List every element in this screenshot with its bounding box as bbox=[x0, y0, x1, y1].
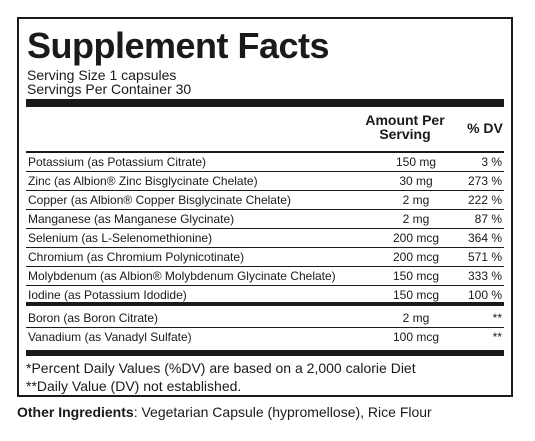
table-row: Potassium (as Potassium Citrate) 150 mg … bbox=[26, 153, 504, 172]
divider-medium bbox=[26, 302, 504, 306]
table-row: Chromium (as Chromium Polynicotinate) 20… bbox=[26, 248, 504, 267]
nutrient-dv: 222 % bbox=[467, 193, 502, 207]
nutrient-name: Copper (as Albion® Copper Bisglycinate C… bbox=[28, 193, 291, 207]
table-row: Molybdenum (as Albion® Molybdenum Glycin… bbox=[26, 267, 504, 286]
nutrient-amount: 200 mcg bbox=[392, 231, 440, 245]
nutrient-name: Selenium (as L-Selenomethionine) bbox=[28, 231, 213, 245]
nutrient-dv: 364 % bbox=[467, 231, 502, 245]
nutrient-name: Iodine (as Potassium Idodide) bbox=[28, 288, 187, 302]
nutrient-amount: 30 mg bbox=[399, 174, 433, 188]
footnote-percent-dv: *Percent Daily Values (%DV) are based on… bbox=[26, 360, 416, 376]
nutrient-amount: 2 mg bbox=[402, 212, 430, 226]
nutrient-amount: 100 mcg bbox=[392, 330, 440, 344]
supplement-facts-panel: Supplement Facts Serving Size 1 capsules… bbox=[17, 17, 513, 397]
footnote-dv-not-established: **Daily Value (DV) not established. bbox=[26, 378, 242, 394]
nutrient-dv: 571 % bbox=[467, 250, 502, 264]
nutrient-dv: 100 % bbox=[467, 288, 502, 302]
nutrient-dv: ** bbox=[492, 311, 502, 325]
nutrient-name: Boron (as Boron Citrate) bbox=[28, 311, 159, 325]
nutrient-amount: 2 mg bbox=[402, 311, 430, 325]
divider-thick-bottom bbox=[26, 350, 504, 356]
nutrient-name: Manganese (as Manganese Glycinate) bbox=[28, 212, 235, 226]
nutrient-dv: ** bbox=[492, 330, 502, 344]
table-row: Zinc (as Albion® Zinc Bisglycinate Chela… bbox=[26, 172, 504, 191]
nutrient-amount: 200 mcg bbox=[392, 250, 440, 264]
nutrient-amount: 2 mg bbox=[402, 193, 430, 207]
nutrient-name: Molybdenum (as Albion® Molybdenum Glycin… bbox=[28, 269, 336, 283]
nutrient-name: Potassium (as Potassium Citrate) bbox=[28, 155, 207, 169]
nutrient-name: Chromium (as Chromium Polynicotinate) bbox=[28, 250, 245, 264]
divider-thick bbox=[26, 99, 504, 107]
amount-per-serving-header: Amount Per Serving bbox=[359, 113, 451, 141]
other-ingredients-label: Other Ingredients bbox=[17, 404, 134, 420]
nutrient-dv: 333 % bbox=[467, 269, 502, 283]
nutrient-dv: 87 % bbox=[474, 212, 502, 226]
amount-header-line2: Serving bbox=[379, 126, 431, 142]
nutrient-amount: 150 mcg bbox=[392, 269, 440, 283]
other-ingredients: Other Ingredients: Vegetarian Capsule (h… bbox=[17, 404, 432, 421]
serving-size: Serving Size 1 capsules bbox=[27, 67, 177, 83]
servings-per-container: Servings Per Container 30 bbox=[27, 81, 192, 97]
nutrient-name: Zinc (as Albion® Zinc Bisglycinate Chela… bbox=[28, 174, 258, 188]
nutrient-dv: 273 % bbox=[467, 174, 502, 188]
nutrient-amount: 150 mcg bbox=[392, 288, 440, 302]
table-row: Manganese (as Manganese Glycinate) 2 mg … bbox=[26, 210, 504, 229]
nutrient-table-no-dv: Boron (as Boron Citrate) 2 mg ** Vanadiu… bbox=[26, 309, 504, 346]
amount-header-line1: Amount Per bbox=[365, 112, 445, 128]
nutrient-dv: 3 % bbox=[481, 155, 502, 169]
table-row: Vanadium (as Vanadyl Sulfate) 100 mcg ** bbox=[26, 328, 504, 346]
table-row: Selenium (as L-Selenomethionine) 200 mcg… bbox=[26, 229, 504, 248]
table-row: Iodine (as Potassium Idodide) 150 mcg 10… bbox=[26, 286, 504, 304]
table-row: Copper (as Albion® Copper Bisglycinate C… bbox=[26, 191, 504, 210]
nutrient-name: Vanadium (as Vanadyl Sulfate) bbox=[28, 330, 192, 344]
table-row: Boron (as Boron Citrate) 2 mg ** bbox=[26, 309, 504, 328]
nutrient-table: Potassium (as Potassium Citrate) 150 mg … bbox=[26, 151, 504, 304]
other-ingredients-text: : Vegetarian Capsule (hypromellose), Ric… bbox=[133, 404, 432, 420]
dv-header: % DV bbox=[467, 120, 503, 136]
panel-title: Supplement Facts bbox=[27, 25, 330, 66]
nutrient-amount: 150 mg bbox=[395, 155, 437, 169]
